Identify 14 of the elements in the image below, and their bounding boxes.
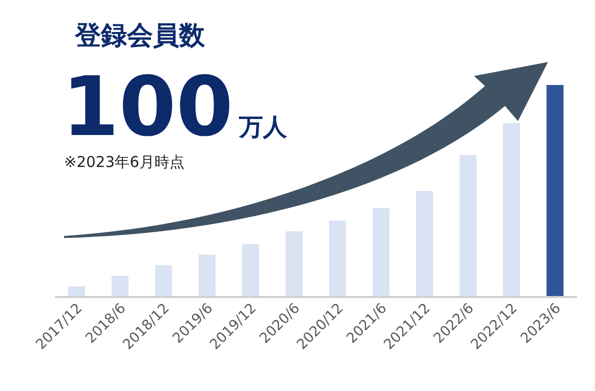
bar [329,220,346,297]
bar [242,244,260,297]
bar [68,286,86,297]
bar [155,265,172,297]
bar [416,191,434,297]
bar [198,254,216,297]
bar [546,85,564,297]
bar [460,154,477,297]
bar [286,231,303,297]
chart-title: 登録会員数 [74,21,206,51]
bar [372,208,390,297]
bar [112,276,129,297]
annotation: ※2023年6月時点 [64,153,184,171]
bar [503,123,520,297]
